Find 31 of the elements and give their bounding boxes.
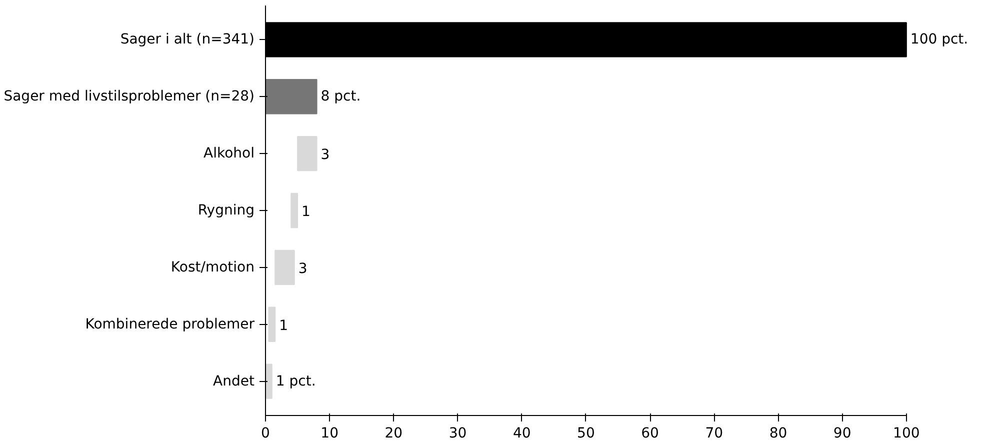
- x-tick-label: 70: [705, 426, 724, 442]
- data-label: 1 pct.: [276, 373, 316, 390]
- x-tick-label: 60: [641, 426, 659, 442]
- x-tick-label: 20: [384, 426, 403, 442]
- y-tick-label: Sager i alt (n=341): [120, 32, 255, 48]
- x-tick-label: 40: [512, 426, 531, 442]
- y-tick-label: Andet: [213, 373, 256, 390]
- y-tick-label: Rygning: [198, 202, 254, 218]
- data-label: 1: [279, 318, 288, 334]
- data-label: 1: [302, 204, 310, 220]
- bar: [268, 306, 276, 342]
- y-tick-label: Sager med livstilsproblemer (n=28): [4, 88, 255, 105]
- bar: [297, 136, 318, 172]
- data-label: 3: [298, 260, 308, 277]
- y-tick-label: Alkohol: [204, 146, 254, 162]
- data-label: 3: [320, 147, 330, 164]
- x-tick-label: 50: [577, 426, 595, 442]
- x-tick-label: 100: [893, 426, 920, 442]
- bar: [290, 192, 298, 228]
- bar: [274, 250, 295, 286]
- bar: [266, 79, 318, 114]
- y-tick-label: Kombinerede problemer: [85, 316, 255, 332]
- x-tick-label: 80: [769, 426, 788, 442]
- data-label: 100 pct.: [910, 32, 968, 48]
- bar: [266, 364, 272, 399]
- x-tick-label: 30: [448, 426, 467, 442]
- x-tick-label: 0: [261, 426, 270, 442]
- data-label: 8 pct.: [320, 88, 361, 105]
- x-tick-label: 90: [833, 426, 852, 442]
- y-tick-label: Kost/motion: [170, 259, 255, 276]
- x-tick-label: 10: [320, 426, 339, 442]
